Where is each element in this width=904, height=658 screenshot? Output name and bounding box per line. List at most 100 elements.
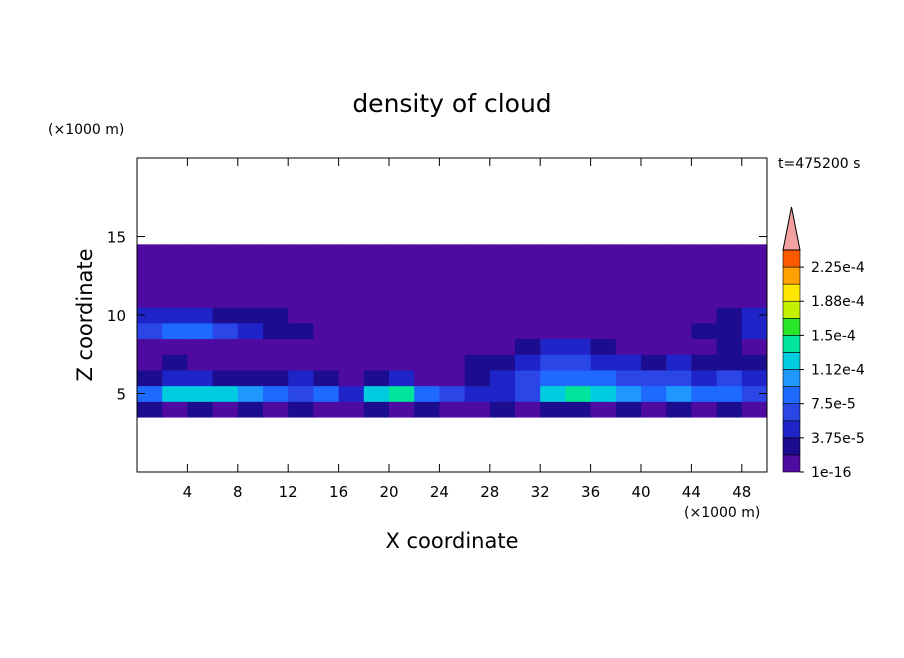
contour-cell (212, 369, 239, 387)
contour-cell (212, 260, 239, 277)
contour-cell (162, 307, 188, 324)
contour-cell (137, 291, 163, 308)
contour-cell (666, 401, 692, 418)
colorbar-tick-label: 1.12e-4 (811, 363, 865, 379)
contour-cell (363, 369, 390, 387)
contour-cell (187, 291, 214, 308)
contour-cell (515, 275, 541, 292)
contour-cell (162, 260, 188, 277)
contour-cell (691, 322, 718, 340)
contour-cell (741, 322, 768, 340)
contour-cell (237, 401, 264, 418)
contour-cell (741, 369, 768, 387)
contour-cell (389, 275, 415, 292)
contour-cell (716, 338, 743, 355)
contour-cell (489, 244, 516, 261)
contour-cell (691, 338, 718, 355)
contour-cell (237, 307, 264, 324)
contour-cell (187, 354, 214, 371)
contour-cell (162, 275, 188, 292)
contour-cell (716, 369, 743, 387)
contour-cell (363, 354, 390, 371)
colorbar-band (782, 386, 801, 404)
contour-cell (641, 369, 667, 387)
y-axis-label: Z coordinate (73, 248, 97, 381)
contour-cell (237, 369, 264, 387)
contour-cell (741, 260, 768, 277)
colorbar-band (782, 454, 801, 473)
contour-cell (237, 385, 264, 402)
contour-cell (363, 401, 390, 418)
contour-cell (464, 338, 491, 355)
contour-cell (212, 275, 239, 292)
x-axis-label: X coordinate (385, 529, 518, 553)
contour-cell (615, 291, 642, 308)
contour-cell (666, 275, 692, 292)
contour-cell (162, 322, 188, 340)
contour-cell (162, 401, 188, 418)
contour-cell (263, 354, 289, 371)
contour-cell (464, 291, 491, 308)
contour-cell (363, 291, 390, 308)
contour-cell (162, 338, 188, 355)
contour-cell (464, 322, 491, 340)
contour-cell (313, 338, 340, 355)
contour-cell (691, 401, 718, 418)
contour-cell (439, 275, 466, 292)
contour-cell (716, 322, 743, 340)
contour-cell (237, 338, 264, 355)
contour-cell (137, 338, 163, 355)
contour-cell (137, 385, 163, 402)
contour-cell (414, 354, 440, 371)
contour-cell (489, 385, 516, 402)
contour-cell (666, 307, 692, 324)
contour-cell (338, 322, 365, 340)
x-tick-label: 8 (233, 483, 243, 501)
contour-cell (389, 385, 415, 402)
contour-cell (515, 322, 541, 340)
contour-cell (439, 322, 466, 340)
contour-cell (691, 260, 718, 277)
contour-cell (439, 307, 466, 324)
contour-cell (162, 369, 188, 387)
contour-cell (162, 354, 188, 371)
contour-cell (615, 275, 642, 292)
colorbar-band (782, 335, 801, 353)
contour-cell (515, 369, 541, 387)
contour-cell (515, 401, 541, 418)
colorbar-band (782, 420, 801, 439)
contour-cell (338, 244, 365, 261)
contour-cell (540, 354, 566, 371)
contour-cell (187, 307, 214, 324)
contour-cell (288, 385, 314, 402)
contour-cell (464, 369, 491, 387)
colorbar-band (782, 352, 801, 370)
contour-cell (263, 385, 289, 402)
contour-cell (313, 291, 340, 308)
contour-cell (363, 260, 390, 277)
contour-cell (565, 401, 592, 418)
contour-cell (540, 338, 566, 355)
contour-cell (338, 401, 365, 418)
contour-cell (263, 307, 289, 324)
contour-cell (137, 244, 163, 261)
contour-cell (590, 244, 617, 261)
contour-cell (464, 385, 491, 402)
contour-cell (540, 322, 566, 340)
contour-cell (716, 291, 743, 308)
contour-cell (666, 244, 692, 261)
y-tick-label: 10 (107, 307, 126, 325)
contour-cell (641, 401, 667, 418)
colorbar-band (782, 369, 801, 387)
contour-cell (288, 244, 314, 261)
contour-cell (565, 369, 592, 387)
contour-cell (288, 307, 314, 324)
contour-cell (389, 354, 415, 371)
contour-cell (716, 401, 743, 418)
x-unit: (×1000 m) (684, 505, 760, 521)
contour-cell (565, 385, 592, 402)
contour-cell (691, 291, 718, 308)
contour-cell (565, 260, 592, 277)
contour-cell (414, 244, 440, 261)
contour-cell (515, 385, 541, 402)
